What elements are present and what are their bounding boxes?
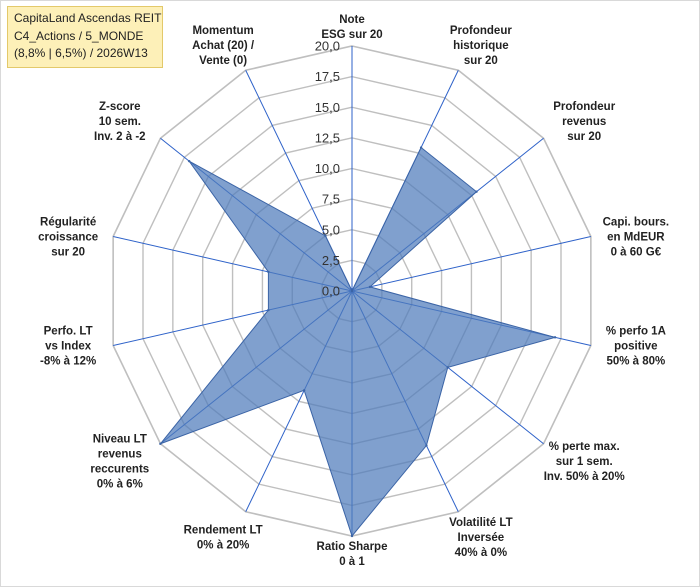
axis-label-line: Volatilité LT xyxy=(449,517,512,529)
data-point xyxy=(446,366,449,369)
radial-tick-label: 2,5 xyxy=(322,253,340,268)
axis-label-line: Niveau LT xyxy=(93,434,147,446)
radial-tick-label: 7,5 xyxy=(322,192,340,207)
axis-label-line: % perte max. xyxy=(549,441,620,453)
axis-label-line: sur 20 xyxy=(567,131,601,143)
axis-label-line: 10 sem. xyxy=(99,116,141,128)
data-point xyxy=(425,444,428,447)
chart-title-box: CapitaLand Ascendas REIT C4_Actions / 5_… xyxy=(7,6,163,68)
axis-label-line: 0 à 60 G€ xyxy=(611,246,662,258)
axis-label-line: sur 1 sem. xyxy=(556,456,613,468)
title-line-2: C4_Actions / 5_MONDE xyxy=(14,28,144,43)
tick-layer: 0,0 2,5 5,0 7,5 10,0 12,5 15,0 17,5 20,0 xyxy=(315,39,340,299)
axis-spoke xyxy=(351,235,591,292)
axis-label-8: Rendement LT 0% à 20% xyxy=(184,524,263,551)
radial-tick-label: 20,0 xyxy=(315,39,340,54)
radial-tick-label: 17,5 xyxy=(315,69,340,84)
radial-tick-label: 15,0 xyxy=(315,100,340,115)
axis-label-line: Inv. 50% à 20% xyxy=(544,471,625,483)
axis-label-line: revenus xyxy=(98,449,142,461)
axis-label-line: Régularité xyxy=(40,216,96,228)
axis-label-line: Vente (0) xyxy=(199,55,247,67)
axis-label-10: Perfo. LT vs Index -8% à 12% xyxy=(40,326,96,368)
data-point xyxy=(159,442,162,445)
axis-label-12: Z-score 10 sem. Inv. 2 à -2 xyxy=(94,101,146,143)
axis-label-3: Capi. bours. en MdEUR 0 à 60 G€ xyxy=(603,216,669,258)
title-line-1: CapitaLand Ascendas REIT xyxy=(14,11,162,25)
data-point xyxy=(324,234,327,238)
axis-label-1: Profondeur historique sur 20 xyxy=(450,25,512,67)
axis-label-line: 0% à 20% xyxy=(197,539,249,551)
radial-tick-label: 10,0 xyxy=(315,161,340,176)
axis-label-line: Inversée xyxy=(458,532,505,544)
axis-label-13: Momentum Achat (20) / Vente (0) xyxy=(192,25,255,67)
axis-label-line: Profondeur xyxy=(450,25,512,37)
data-point xyxy=(419,146,423,149)
data-point xyxy=(267,270,270,274)
axis-label-7: Ratio Sharpe 0 à 1 xyxy=(317,541,388,568)
radial-tick-label: 12,5 xyxy=(315,130,340,145)
axis-label-line: % perfo 1A xyxy=(606,326,666,338)
axis-label-line: positive xyxy=(614,341,657,353)
axis-label-line: -8% à 12% xyxy=(40,356,96,368)
axis-label-line: 0 à 1 xyxy=(339,556,365,568)
axis-label-line: ESG sur 20 xyxy=(321,29,382,41)
axis-label-line: Capi. bours. xyxy=(603,216,669,228)
axis-label-layer: Note ESG sur 20 Profondeur historique sur 20… xyxy=(38,14,669,568)
axis-label-4: % perfo 1A positive 50% à 80% xyxy=(606,326,666,368)
title-line-3: (8,8% | 6,5%) / 2026W13 xyxy=(14,46,148,60)
radial-tick-label: 5,0 xyxy=(322,222,340,237)
axis-label-line: historique xyxy=(453,40,509,52)
axis-label-2: Profondeur revenus sur 20 xyxy=(553,101,615,143)
axis-label-5: % perte max. sur 1 sem. Inv. 50% à 20% xyxy=(544,441,625,483)
data-point xyxy=(187,159,191,163)
data-point xyxy=(267,308,270,312)
axis-label-line: Profondeur xyxy=(553,101,615,113)
axis-label-line: 40% à 0% xyxy=(455,547,507,559)
axis-label-line: sur 20 xyxy=(51,246,85,258)
axis-label-line: vs Index xyxy=(45,341,92,353)
data-point xyxy=(350,289,354,293)
axis-label-11: Régularité croissance sur 20 xyxy=(38,216,98,258)
axis-label-6: Volatilité LT Inversée 40% à 0% xyxy=(449,517,512,559)
axis-label-line: en MdEUR xyxy=(607,231,665,243)
data-point xyxy=(553,336,557,339)
series-layer xyxy=(158,146,557,538)
axis-label-line: croissance xyxy=(38,231,98,243)
axis-label-line: Ratio Sharpe xyxy=(317,541,388,553)
data-point xyxy=(475,190,478,193)
data-point xyxy=(368,285,372,289)
axis-label-line: reccurents xyxy=(90,464,149,476)
axis-label-line: Achat (20) / xyxy=(192,40,255,52)
axis-label-line: Z-score xyxy=(99,101,141,113)
axis-label-line: 0% à 6% xyxy=(97,479,143,491)
axis-label-0: Note ESG sur 20 xyxy=(321,14,382,41)
axis-label-line: Perfo. LT xyxy=(44,326,93,338)
axis-label-line: sur 20 xyxy=(464,55,498,67)
axis-label-line: Inv. 2 à -2 xyxy=(94,131,146,143)
data-point xyxy=(350,534,354,538)
axis-label-line: revenus xyxy=(562,116,606,128)
axis-label-line: Momentum xyxy=(192,25,253,37)
data-point xyxy=(302,389,306,392)
axis-label-line: Note xyxy=(339,14,365,26)
axis-label-9: Niveau LT revenus reccurents 0% à 6% xyxy=(90,434,149,491)
axis-label-line: Rendement LT xyxy=(184,524,263,536)
axis-label-line: 50% à 80% xyxy=(606,356,665,368)
radial-tick-label: 0,0 xyxy=(322,284,340,299)
